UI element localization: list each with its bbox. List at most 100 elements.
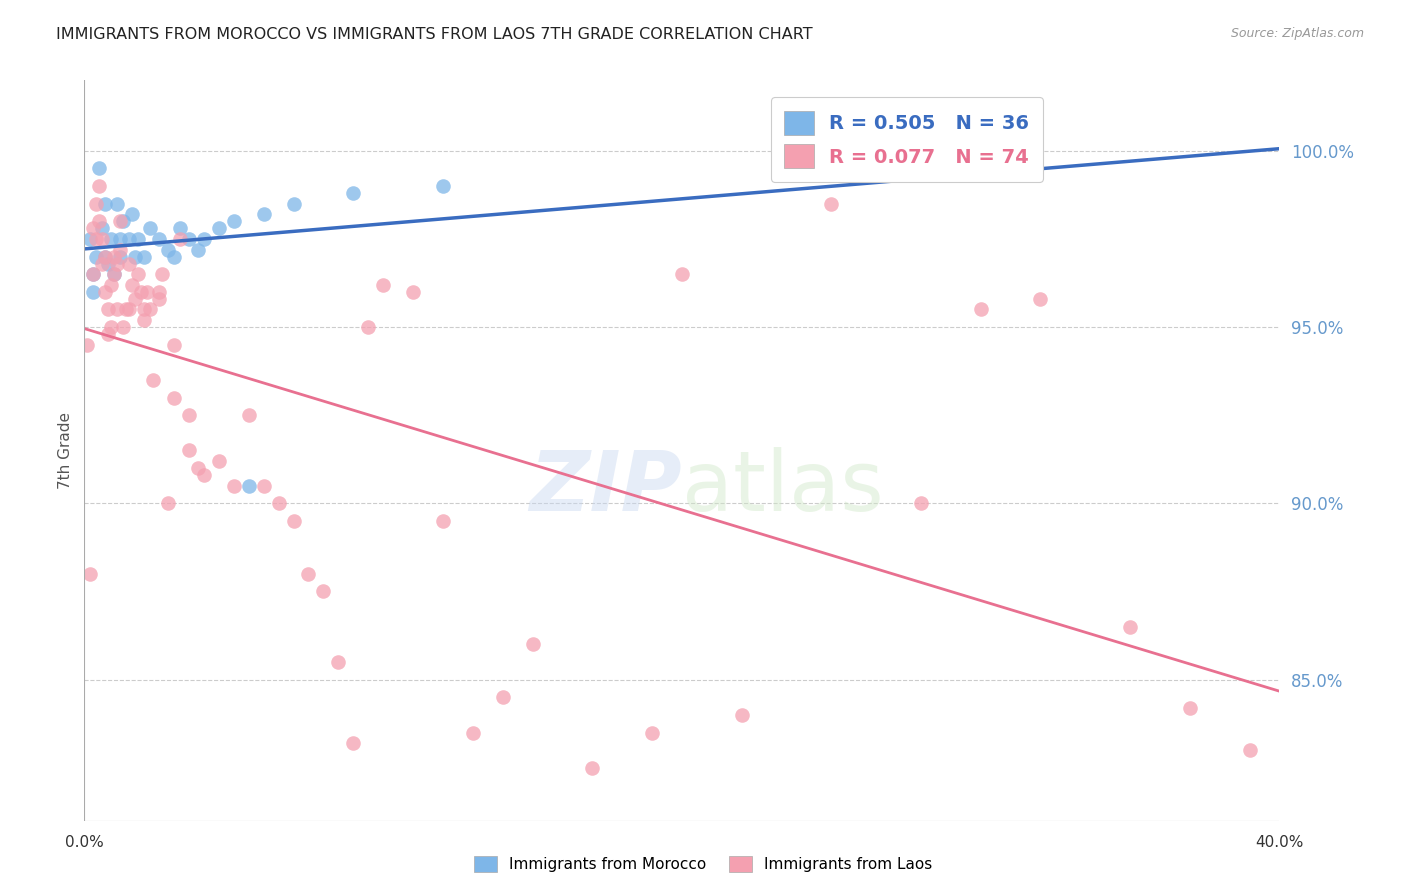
Point	[91, 257, 114, 271]
Point	[89, 161, 111, 176]
Point	[97, 327, 120, 342]
Point	[148, 232, 170, 246]
Point	[105, 196, 128, 211]
Point	[163, 250, 186, 264]
Point	[110, 250, 132, 264]
Point	[461, 725, 484, 739]
Point	[100, 277, 122, 292]
Text: atlas: atlas	[682, 447, 883, 528]
Point	[169, 221, 191, 235]
Point	[82, 267, 104, 281]
Point	[283, 196, 305, 211]
Point	[112, 320, 135, 334]
Legend: Immigrants from Morocco, Immigrants from Laos: Immigrants from Morocco, Immigrants from…	[465, 848, 941, 880]
Text: 40.0%: 40.0%	[1256, 835, 1303, 850]
Point	[94, 285, 117, 299]
Point	[110, 243, 132, 257]
Point	[177, 408, 200, 422]
Point	[283, 514, 305, 528]
Point	[150, 267, 173, 281]
Point	[342, 186, 364, 200]
Point	[97, 302, 120, 317]
Point	[132, 313, 156, 327]
Point	[1119, 620, 1142, 634]
Point	[124, 250, 146, 264]
Point	[132, 302, 156, 317]
Point	[103, 250, 125, 264]
Point	[121, 277, 143, 292]
Point	[97, 257, 120, 271]
Point	[89, 179, 111, 194]
Y-axis label: 7th Grade: 7th Grade	[58, 412, 73, 489]
Point	[910, 496, 932, 510]
Point	[970, 161, 993, 176]
Point	[112, 214, 135, 228]
Point	[91, 232, 114, 246]
Point	[432, 514, 454, 528]
Point	[222, 479, 245, 493]
Point	[402, 285, 425, 299]
Point	[163, 337, 186, 351]
Point	[86, 232, 108, 246]
Point	[208, 221, 231, 235]
Point	[79, 232, 101, 246]
Point	[118, 302, 141, 317]
Point	[177, 443, 200, 458]
Point	[100, 320, 122, 334]
Point	[193, 468, 215, 483]
Point	[187, 243, 209, 257]
Point	[177, 232, 200, 246]
Point	[731, 707, 754, 722]
Point	[432, 179, 454, 194]
Point	[118, 257, 141, 271]
Point	[94, 196, 117, 211]
Point	[342, 736, 364, 750]
Point	[139, 221, 162, 235]
Point	[89, 214, 111, 228]
Point	[127, 267, 149, 281]
Point	[522, 637, 544, 651]
Point	[82, 221, 104, 235]
Text: Source: ZipAtlas.com: Source: ZipAtlas.com	[1230, 27, 1364, 40]
Point	[94, 250, 117, 264]
Point	[129, 285, 152, 299]
Text: ZIP: ZIP	[529, 447, 682, 528]
Point	[187, 461, 209, 475]
Point	[148, 292, 170, 306]
Point	[253, 207, 276, 221]
Point	[142, 373, 165, 387]
Point	[103, 267, 125, 281]
Point	[136, 285, 159, 299]
Point	[357, 320, 380, 334]
Point	[238, 408, 260, 422]
Point	[222, 214, 245, 228]
Point	[121, 207, 143, 221]
Point	[328, 655, 350, 669]
Point	[641, 725, 664, 739]
Point	[157, 243, 180, 257]
Point	[671, 267, 693, 281]
Point	[132, 250, 156, 264]
Point	[139, 302, 162, 317]
Point	[86, 196, 108, 211]
Point	[100, 232, 122, 246]
Point	[105, 257, 128, 271]
Point	[193, 232, 215, 246]
Point	[103, 267, 125, 281]
Point	[169, 232, 191, 246]
Point	[297, 566, 319, 581]
Point	[267, 496, 290, 510]
Point	[1178, 701, 1201, 715]
Point	[312, 584, 335, 599]
Point	[115, 302, 138, 317]
Point	[373, 277, 395, 292]
Point	[79, 566, 101, 581]
Point	[492, 690, 515, 705]
Point	[148, 285, 170, 299]
Point	[1029, 292, 1052, 306]
Point	[94, 250, 117, 264]
Point	[253, 479, 276, 493]
Point	[581, 761, 603, 775]
Point	[76, 337, 98, 351]
Legend: R = 0.505   N = 36, R = 0.077   N = 74: R = 0.505 N = 36, R = 0.077 N = 74	[770, 97, 1043, 182]
